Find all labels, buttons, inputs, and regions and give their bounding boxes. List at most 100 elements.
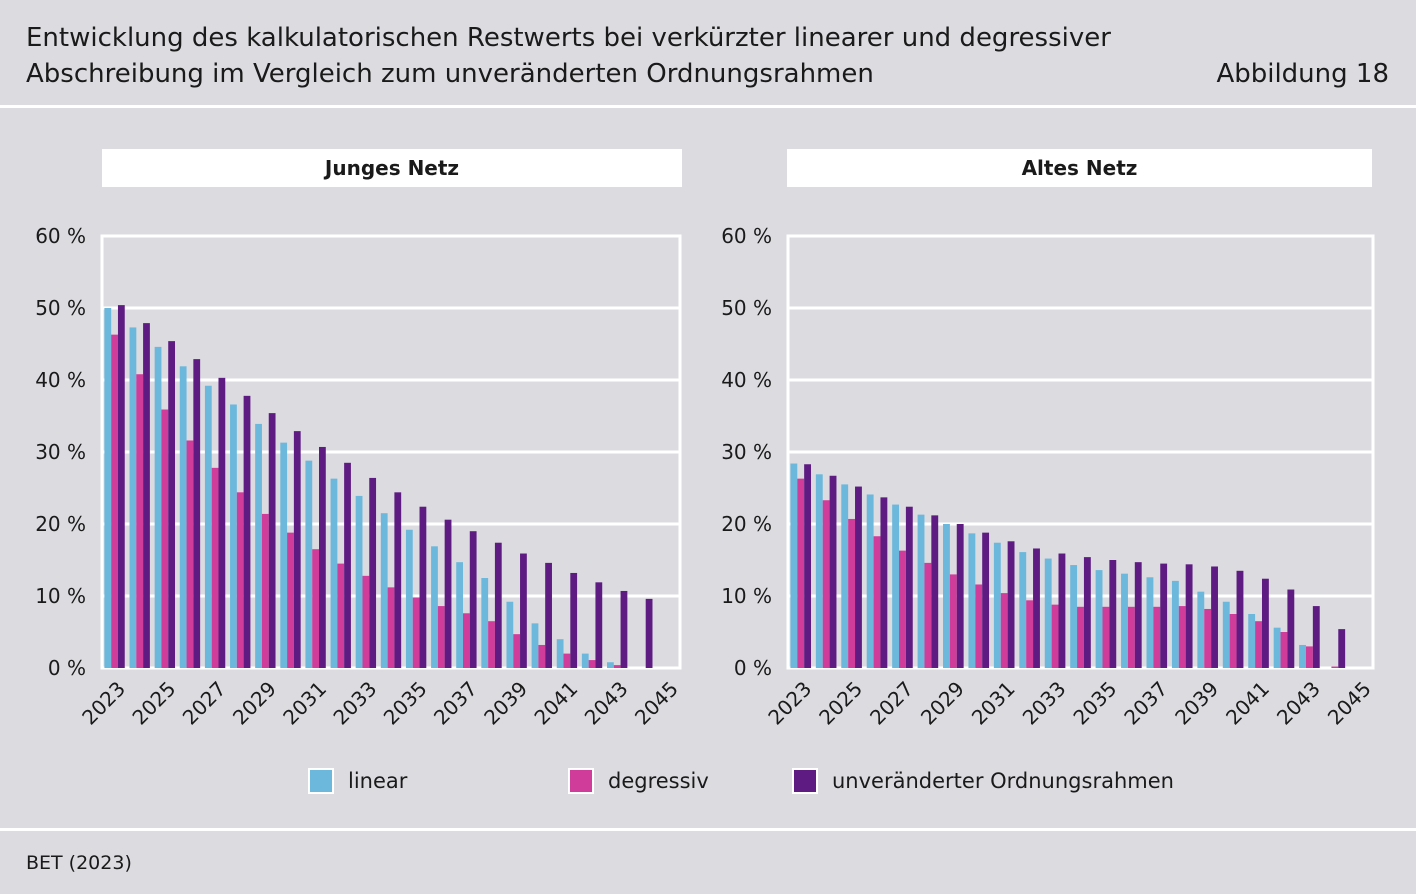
bar-degressiv-2032 <box>1026 600 1034 668</box>
bar-unveraendert-2026 <box>880 497 888 668</box>
x-tick-label: 2045 <box>1323 677 1376 730</box>
bar-unveraendert-2037 <box>469 531 477 668</box>
bar-unveraendert-2041 <box>1261 578 1269 668</box>
y-tick-label: 30 % <box>35 440 86 464</box>
bar-linear-2032 <box>1019 552 1027 668</box>
bar-degressiv-2034 <box>1077 606 1084 668</box>
bar-unveraendert-2029 <box>268 413 276 668</box>
bar-degressiv-2028 <box>236 492 244 668</box>
y-tick-label: 0 % <box>48 656 86 680</box>
legend-label-unveraendert: unveränderter Ordnungsrahmen <box>832 769 1174 793</box>
bar-linear-2029 <box>943 524 950 668</box>
bar-degressiv-2038 <box>488 621 495 668</box>
bar-unveraendert-2023 <box>804 464 812 668</box>
y-tick-label: 10 % <box>35 584 86 608</box>
bar-degressiv-2025 <box>848 518 856 668</box>
legend-swatch-linear <box>308 768 334 794</box>
bar-linear-2025 <box>841 484 849 668</box>
bar-degressiv-2031 <box>1000 593 1008 668</box>
y-tick-label: 10 % <box>721 584 772 608</box>
legend-linear: linear <box>308 766 407 796</box>
bar-linear-2041 <box>556 639 564 668</box>
bar-linear-2038 <box>1171 580 1179 668</box>
bar-unveraendert-2024 <box>143 323 150 668</box>
bar-linear-2025 <box>154 346 162 668</box>
bar-degressiv-2038 <box>1178 606 1186 668</box>
bar-degressiv-2031 <box>312 549 320 668</box>
bar-unveraendert-2039 <box>1211 566 1218 668</box>
bar-unveraendert-2043 <box>1312 606 1320 668</box>
y-tick-label: 30 % <box>721 440 772 464</box>
bar-unveraendert-2029 <box>956 524 964 668</box>
x-tick-label: 2029 <box>228 677 281 730</box>
legend-swatch-degressiv <box>568 768 594 794</box>
title-line-1: Entwicklung des kalkulatorischen Restwer… <box>26 23 1111 53</box>
x-tick-label: 2025 <box>127 677 180 730</box>
x-tick-label: 2041 <box>529 677 582 730</box>
bar-degressiv-2035 <box>412 597 420 668</box>
x-tick-label: 2041 <box>1221 677 1274 730</box>
bar-unveraendert-2033 <box>1058 553 1066 668</box>
bar-degressiv-2042 <box>588 660 596 668</box>
bar-linear-2026 <box>866 494 874 668</box>
bar-linear-2037 <box>456 562 463 668</box>
bar-degressiv-2024 <box>822 500 830 668</box>
bar-degressiv-2036 <box>1127 606 1135 668</box>
bar-unveraendert-2037 <box>1160 563 1168 668</box>
y-tick-label: 50 % <box>721 296 772 320</box>
y-tick-label: 20 % <box>721 512 772 536</box>
bar-linear-2027 <box>892 504 900 668</box>
bar-linear-2024 <box>815 474 823 668</box>
chart-junges-netz: 0 %10 %20 %30 %40 %50 %60 %2023202520272… <box>35 224 683 730</box>
bar-unveraendert-2039 <box>520 553 527 668</box>
bar-degressiv-2025 <box>161 409 169 668</box>
legend-unveraendert: unveränderter Ordnungsrahmen <box>792 766 1174 796</box>
bar-unveraendert-2027 <box>218 377 226 668</box>
bar-unveraendert-2026 <box>193 359 201 668</box>
bar-degressiv-2039 <box>1204 608 1212 668</box>
bar-linear-2037 <box>1146 577 1154 668</box>
bar-unveraendert-2038 <box>494 542 502 668</box>
bar-unveraendert-2038 <box>1185 564 1193 668</box>
bar-unveraendert-2023 <box>117 305 125 668</box>
bar-unveraendert-2044 <box>1338 629 1346 668</box>
x-tick-label: 2039 <box>1170 677 1223 730</box>
bar-degressiv-2032 <box>337 563 345 668</box>
x-tick-label: 2037 <box>429 677 482 730</box>
y-tick-label: 40 % <box>721 368 772 392</box>
bar-unveraendert-2027 <box>905 506 913 668</box>
bar-unveraendert-2044 <box>645 598 653 668</box>
y-tick-label: 20 % <box>35 512 86 536</box>
bar-unveraendert-2041 <box>570 572 578 668</box>
bar-linear-2030 <box>280 442 288 668</box>
bar-unveraendert-2028 <box>243 395 251 668</box>
bar-unveraendert-2033 <box>369 477 377 668</box>
bar-unveraendert-2032 <box>344 462 351 668</box>
x-tick-label: 2035 <box>379 677 432 730</box>
bottom-divider <box>0 828 1416 831</box>
legend-swatch-unveraendert <box>792 768 818 794</box>
y-tick-label: 0 % <box>734 656 772 680</box>
bar-linear-2038 <box>481 578 489 668</box>
y-tick-label: 60 % <box>35 224 86 248</box>
legend-degressiv: degressiv <box>568 766 709 796</box>
bar-degressiv-2024 <box>136 374 144 668</box>
bar-unveraendert-2034 <box>1083 557 1091 668</box>
bar-degressiv-2027 <box>211 467 219 668</box>
title-line-2: Abschreibung im Vergleich zum unveränder… <box>26 59 874 89</box>
figure-label: Abbildung 18 <box>1216 59 1389 89</box>
bar-unveraendert-2025 <box>855 486 862 668</box>
bar-linear-2043 <box>607 662 614 668</box>
bar-linear-2040 <box>531 623 539 668</box>
bar-linear-2034 <box>1070 565 1078 668</box>
bar-linear-2035 <box>1095 570 1103 668</box>
bar-linear-2028 <box>230 404 237 668</box>
x-tick-label: 2043 <box>1272 677 1325 730</box>
bar-degressiv-2040 <box>538 644 546 668</box>
bar-unveraendert-2043 <box>620 590 628 668</box>
bar-degressiv-2029 <box>261 513 269 668</box>
bar-unveraendert-2035 <box>419 506 427 668</box>
y-tick-label: 40 % <box>35 368 86 392</box>
bar-linear-2023 <box>104 308 112 668</box>
bar-unveraendert-2031 <box>1007 541 1015 668</box>
